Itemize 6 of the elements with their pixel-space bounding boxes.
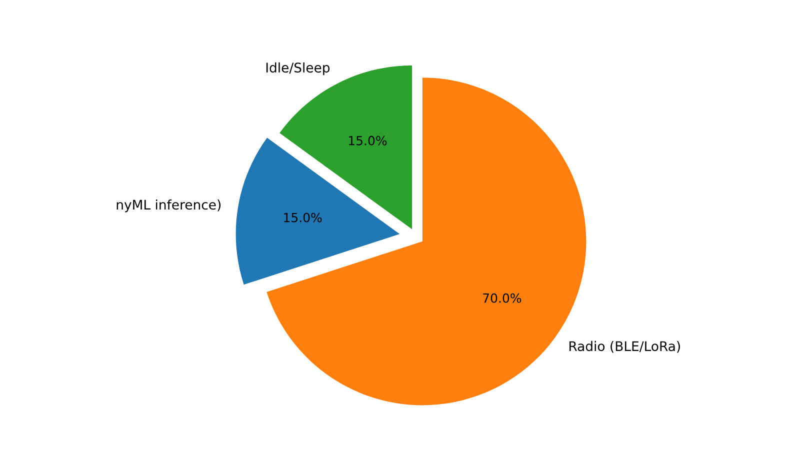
slice-label: Idle/Sleep: [266, 62, 330, 76]
slice-label: Radio (BLE/LoRa): [569, 340, 680, 353]
slice-label: nyML inference): [116, 199, 221, 212]
data-label: 70.0%: [483, 293, 522, 303]
data-label: 15.0%: [284, 212, 322, 222]
data-label: 15.0%: [348, 136, 387, 146]
